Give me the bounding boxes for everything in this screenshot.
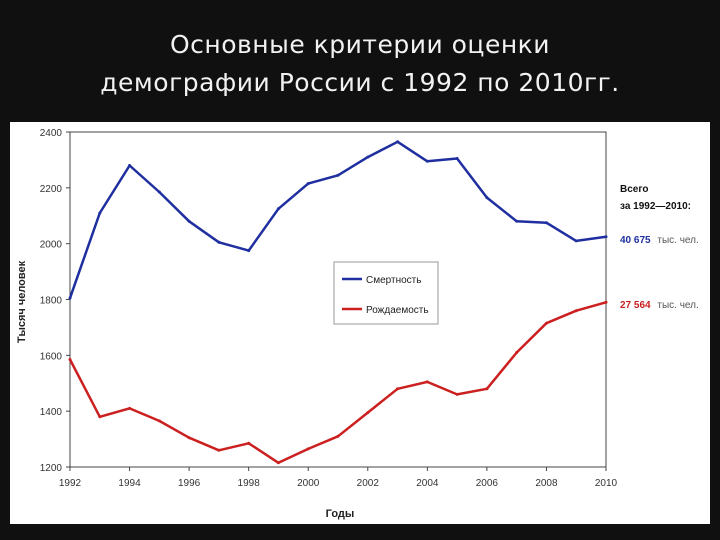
- data-point-births: [544, 321, 548, 325]
- mortality-total-unit: тыс. чел.: [657, 235, 698, 246]
- data-point-mortality: [574, 239, 578, 243]
- data-point-mortality: [366, 155, 370, 159]
- x-tick-label: 2000: [297, 478, 320, 489]
- data-point-mortality: [455, 157, 459, 160]
- data-point-births: [68, 358, 72, 361]
- data-point-mortality: [336, 173, 340, 177]
- data-point-mortality: [425, 159, 429, 163]
- demography-line-chart: 1200 1400 1600 1800 2000 2200 2400 1992 1994 1996…: [16, 128, 699, 520]
- data-point-mortality: [544, 221, 548, 225]
- births-total-unit: тыс. чел.: [657, 300, 698, 311]
- legend-box: [333, 261, 439, 325]
- slide-title-line-2: демографии России с 1992 по 2010гг.: [100, 68, 620, 97]
- chart-panel: 1200 1400 1600 1800 2000 2200 2400 1992 1994 1996…: [10, 122, 710, 524]
- slide-title: Основные критерии оценки демографии Росс…: [0, 26, 720, 102]
- data-point-mortality: [98, 211, 102, 215]
- y-tick-label: 1200: [40, 463, 63, 474]
- data-point-births: [336, 434, 340, 438]
- totals-header: Всего: [620, 184, 649, 195]
- data-point-births: [276, 461, 280, 465]
- data-point-mortality: [604, 235, 608, 239]
- axes: 1200 1400 1600 1800 2000 2200 2400 1992 1994 1996…: [40, 128, 618, 489]
- series-lines: [68, 140, 608, 465]
- x-tick-label: 2002: [357, 478, 380, 489]
- data-point-births: [604, 300, 608, 304]
- data-point-mortality: [396, 140, 400, 144]
- x-tick-label: 2004: [416, 478, 439, 489]
- data-point-births: [157, 419, 161, 423]
- data-point-mortality: [485, 196, 489, 200]
- series-line-births: [68, 301, 607, 465]
- legend: Смертность Рождаемость: [333, 261, 439, 325]
- data-point-births: [425, 380, 429, 384]
- data-point-births: [306, 447, 310, 451]
- legend-label-mortality: Смертность: [366, 275, 421, 286]
- y-tick-label: 2400: [40, 128, 63, 139]
- x-tick-label: 1994: [118, 478, 141, 489]
- births-total: 27 564 тыс. чел.: [620, 300, 699, 311]
- x-tick-label: 1998: [238, 478, 261, 489]
- data-point-births: [515, 351, 519, 354]
- y-tick-label: 2200: [40, 184, 63, 195]
- mortality-total-value: 40 675: [620, 235, 651, 246]
- data-point-mortality: [306, 182, 310, 186]
- data-point-births: [98, 415, 102, 419]
- data-point-mortality: [68, 296, 72, 300]
- y-axis-label: Тысяч человек: [16, 260, 28, 343]
- data-point-births: [574, 309, 578, 313]
- x-tick-label: 2008: [535, 478, 558, 489]
- x-tick-label: 1992: [59, 478, 82, 489]
- x-tick-label: 2006: [476, 478, 499, 489]
- data-point-mortality: [276, 207, 280, 211]
- y-tick-label: 1600: [40, 351, 63, 362]
- data-point-births: [485, 387, 489, 391]
- data-point-mortality: [515, 219, 519, 223]
- slide-title-line-1: Основные критерии оценки: [169, 30, 551, 59]
- legend-label-births: Рождаемость: [366, 305, 429, 316]
- data-point-births: [455, 392, 459, 396]
- data-point-births: [187, 436, 191, 440]
- data-point-mortality: [247, 249, 251, 253]
- y-tick-label: 2000: [40, 240, 63, 251]
- x-tick-label: 1996: [178, 478, 201, 489]
- data-point-mortality: [217, 240, 221, 244]
- y-tick-label: 1400: [40, 407, 63, 418]
- x-tick-label: 2010: [595, 478, 618, 489]
- data-point-births: [217, 448, 221, 452]
- data-point-births: [128, 406, 132, 410]
- data-point-mortality: [187, 219, 191, 223]
- totals-annotation: Всего за 1992—2010: 40 675 тыс. чел. 27 …: [620, 184, 699, 311]
- data-point-mortality: [157, 190, 161, 194]
- data-point-births: [366, 411, 370, 415]
- y-tick-label: 1800: [40, 296, 63, 307]
- totals-period: за 1992—2010:: [620, 201, 691, 212]
- births-total-value: 27 564: [620, 300, 651, 311]
- mortality-total: 40 675 тыс. чел.: [620, 235, 699, 246]
- data-point-mortality: [128, 164, 132, 167]
- data-point-births: [247, 441, 251, 445]
- x-axis-label: Годы: [326, 508, 355, 520]
- data-point-births: [396, 387, 400, 391]
